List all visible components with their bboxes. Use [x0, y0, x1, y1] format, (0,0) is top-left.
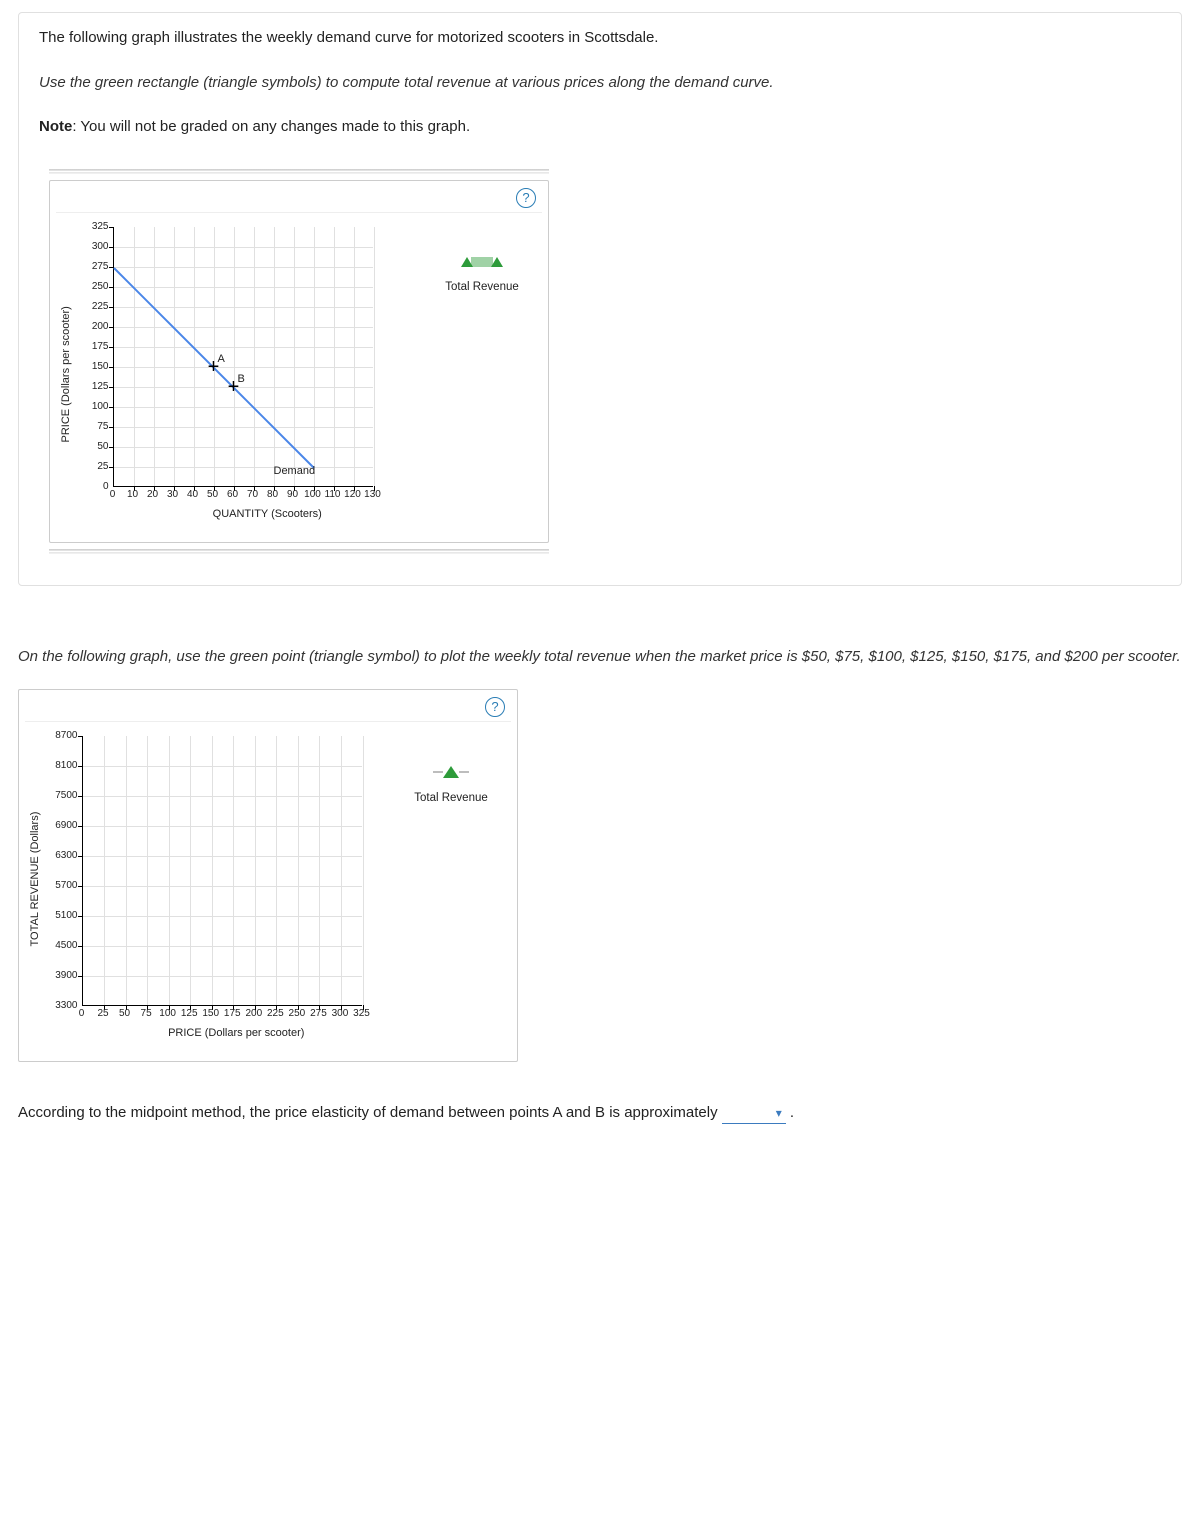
y-ticks-1: 3253002752502252001751501251007550250 [77, 227, 113, 487]
plot-area-2[interactable] [82, 736, 362, 1006]
legend-symbol-rect[interactable] [422, 257, 542, 267]
note-text: Note: You will not be graded on any chan… [39, 116, 1161, 139]
legend-label-1: Total Revenue [422, 279, 542, 296]
y-axis-label-2: TOTAL REVENUE (Dollars) [25, 736, 46, 1042]
instruct-text: Use the green rectangle (triangle symbol… [39, 72, 1161, 95]
legend-2[interactable]: Total Revenue [391, 736, 511, 1042]
graph-frame-1: ? PRICE (Dollars per scooter) 3253002752… [49, 169, 549, 555]
x-ticks-1: 0102030405060708090100110120130 [113, 487, 373, 502]
legend-1[interactable]: Total Revenue [422, 227, 542, 523]
y-ticks-2: 8700810075006900630057005100450039003300 [46, 736, 82, 1006]
intro-text: The following graph illustrates the week… [39, 27, 1161, 50]
help-button-2[interactable]: ? [485, 697, 505, 717]
graph-toolbar-1: ? [56, 185, 542, 213]
graph-card-1: ? PRICE (Dollars per scooter) 3253002752… [49, 180, 549, 544]
question-text-1: The following graph illustrates the week… [39, 27, 1161, 139]
plot-area-1[interactable]: Demand+A+B [113, 227, 373, 487]
question-text-3: According to the midpoint method, the pr… [18, 1102, 1182, 1125]
graph-toolbar-2: ? [25, 694, 511, 722]
question-block-1: The following graph illustrates the week… [18, 12, 1182, 586]
elasticity-dropdown[interactable] [722, 1104, 786, 1124]
help-button-1[interactable]: ? [516, 188, 536, 208]
legend-label-2: Total Revenue [391, 790, 511, 807]
legend-symbol-tri[interactable] [391, 766, 511, 778]
y-axis-label-1: PRICE (Dollars per scooter) [56, 227, 77, 523]
graph-card-2: ? TOTAL REVENUE (Dollars) 87008100750069… [18, 689, 518, 1063]
x-axis-label-1: QUANTITY (Scooters) [113, 506, 423, 523]
x-ticks-2: 0255075100125150175200225250275300325 [82, 1006, 362, 1021]
x-axis-label-2: PRICE (Dollars per scooter) [82, 1025, 392, 1042]
question-text-2: On the following graph, use the green po… [18, 646, 1182, 669]
